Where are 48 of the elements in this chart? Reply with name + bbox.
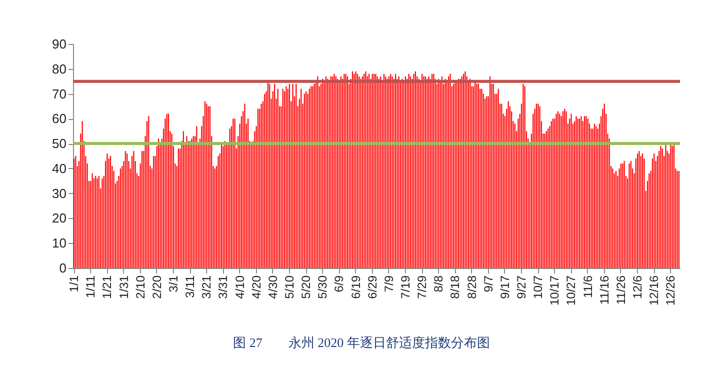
x-tick-label: 6/9 <box>332 275 346 292</box>
x-tick-label: 5/30 <box>316 275 330 299</box>
y-tick-label: 60 <box>52 111 66 126</box>
x-tick-label: 2/20 <box>150 275 164 299</box>
y-tick-label: 30 <box>52 186 66 201</box>
x-tick-label: 7/19 <box>398 275 413 299</box>
x-tick-label: 4/30 <box>266 275 280 299</box>
y-tick-label: 90 <box>52 36 66 52</box>
x-tick-label: 12/26 <box>664 275 678 306</box>
x-tick-label: 3/21 <box>200 275 214 299</box>
x-tick-label: 5/10 <box>282 275 296 299</box>
x-tick-label: 11/16 <box>597 275 612 305</box>
x-tick-label: 7/29 <box>415 275 430 299</box>
x-tick-label: 11/6 <box>580 275 595 298</box>
x-tick-label: 1/11 <box>84 275 98 298</box>
y-tick-label: 10 <box>52 236 66 251</box>
x-tick-label: 9/27 <box>514 275 529 299</box>
x-tick-label: 12/6 <box>630 275 645 299</box>
y-tick-label: 70 <box>52 86 66 102</box>
y-tick-label: 20 <box>52 210 66 226</box>
x-tick-label: 1/31 <box>116 275 131 299</box>
x-tick-label: 2/10 <box>133 275 148 299</box>
x-tick-label: 7/9 <box>382 275 396 292</box>
x-tick-label: 3/1 <box>166 275 180 292</box>
x-tick-label: 6/19 <box>348 275 363 299</box>
x-tick-label: 11/26 <box>614 275 628 305</box>
x-tick-label: 8/28 <box>464 275 479 299</box>
x-tick-label: 6/29 <box>365 275 380 299</box>
x-tick-label: 9/7 <box>481 275 496 292</box>
y-tick-label: 80 <box>52 61 66 76</box>
x-tick-label: 10/27 <box>564 275 578 306</box>
x-tick-label: 10/17 <box>548 275 562 306</box>
y-tick-label: 50 <box>52 136 66 152</box>
x-tick-label: 5/20 <box>299 275 314 299</box>
x-tick-label: 9/17 <box>498 275 512 299</box>
x-tick-label: 1/21 <box>100 275 114 299</box>
x-tick-label: 10/7 <box>531 275 546 299</box>
x-tick-label: 1/1 <box>67 275 82 292</box>
x-tick-label: 3/11 <box>183 275 198 298</box>
x-tick-label: 3/31 <box>216 275 230 299</box>
x-tick-label: 4/10 <box>232 275 247 299</box>
x-tick-label: 12/16 <box>647 275 662 306</box>
x-tick-label: 8/8 <box>432 275 446 292</box>
x-tick-label: 4/20 <box>249 275 264 299</box>
x-tick-label: 8/18 <box>448 275 462 299</box>
y-tick-label: 40 <box>52 160 66 176</box>
y-tick-label: 0 <box>59 260 66 276</box>
text: 图 27 永州 2020 年逐日舒适度指数分布图 <box>232 334 491 352</box>
